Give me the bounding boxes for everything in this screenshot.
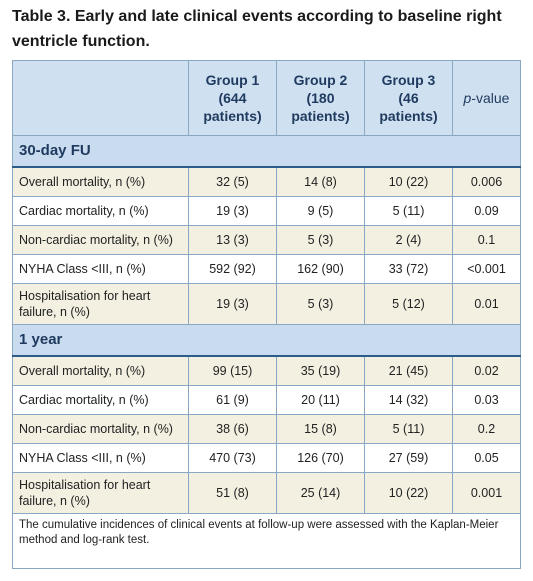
cell: 61 (9) — [188, 385, 277, 415]
data-row: Cardiac mortality, n (%) 19 (3) 9 (5) 5 (11… — [12, 196, 521, 226]
column-header — [12, 60, 189, 136]
cell: 2 (4) — [364, 225, 453, 255]
cell: 33 (72) — [364, 254, 453, 284]
cell: 0.05 — [452, 443, 521, 473]
data-row: Hospitalisation for heart failure, n (%)… — [12, 283, 521, 325]
title: Table 3. Early and late clinical events … — [12, 8, 502, 50]
cell: 0.1 — [452, 225, 521, 255]
section-label: 30-day FU — [12, 135, 521, 168]
section-label: 1 year — [12, 324, 521, 357]
data-row: Non-cardiac mortality, n (%) 38 (6) 15 (8)… — [12, 414, 521, 444]
cell: 15 (8) — [276, 414, 365, 444]
data-table: Group 1 (644 patients) Group 2 (180 patie… — [12, 60, 521, 569]
row-label: NYHA Class <III, n (%) — [12, 254, 189, 284]
row-label: Cardiac mortality, n (%) — [12, 385, 189, 415]
cell: 470 (73) — [188, 443, 277, 473]
cell: 5 (11) — [364, 414, 453, 444]
cell: 10 (22) — [364, 166, 453, 197]
cell: 32 (5) — [188, 166, 277, 197]
cell: 20 (11) — [276, 385, 365, 415]
cell: 9 (5) — [276, 196, 365, 226]
row-label: Non-cardiac mortality, n (%) — [12, 225, 189, 255]
cell: 35 (19) — [276, 355, 365, 386]
cell: 0.001 — [452, 472, 521, 514]
cell: 5 (12) — [364, 283, 453, 325]
cell: 99 (15) — [188, 355, 277, 386]
row-label: Cardiac mortality, n (%) — [12, 196, 189, 226]
cell: 0.02 — [452, 355, 521, 386]
cell: 0.01 — [452, 283, 521, 325]
data-row: Overall mortality, n (%) 99 (15) 35 (19) 21… — [12, 355, 521, 386]
data-row: NYHA Class <III, n (%) 592 (92) 162 (90) 33… — [12, 254, 521, 284]
cell: 162 (90) — [276, 254, 365, 284]
cell: 25 (14) — [276, 472, 365, 514]
cell: 13 (3) — [188, 225, 277, 255]
cell: 14 (32) — [364, 385, 453, 415]
header-row: Group 1 (644 patients) Group 2 (180 patie… — [12, 60, 521, 136]
row-label: Hospitalisation for heart failure, n (%) — [12, 283, 189, 325]
cell: 10 (22) — [364, 472, 453, 514]
column-header: Group 3 (46 patients) — [364, 60, 453, 136]
cell: 0.03 — [452, 385, 521, 415]
column-header: Group 2 (180 patients) — [276, 60, 365, 136]
section-row: 30-day FU — [12, 135, 521, 168]
cell: 0.09 — [452, 196, 521, 226]
data-row: Hospitalisation for heart failure, n (%)… — [12, 472, 521, 514]
footnote: The cumulative incidences of clinical ev… — [12, 513, 521, 569]
cell: 21 (45) — [364, 355, 453, 386]
cell: 5 (3) — [276, 283, 365, 325]
row-label: Non-cardiac mortality, n (%) — [12, 414, 189, 444]
cell: 592 (92) — [188, 254, 277, 284]
data-row: NYHA Class <III, n (%) 470 (73) 126 (70) 27… — [12, 443, 521, 473]
table-figure: Table 3. Early and late clinical events … — [12, 4, 521, 569]
row-label: Overall mortality, n (%) — [12, 166, 189, 197]
cell: 0.2 — [452, 414, 521, 444]
cell: <0.001 — [452, 254, 521, 284]
data-row: Overall mortality, n (%) 32 (5) 14 (8) 10 (… — [12, 166, 521, 197]
cell: 0.006 — [452, 166, 521, 197]
footnote-row: The cumulative incidences of clinical ev… — [12, 513, 521, 569]
data-row: Non-cardiac mortality, n (%) 13 (3) 5 (3) 2… — [12, 225, 521, 255]
cell: 126 (70) — [276, 443, 365, 473]
column-header: p-value — [452, 60, 521, 136]
row-label: Hospitalisation for heart failure, n (%) — [12, 472, 189, 514]
cell: 14 (8) — [276, 166, 365, 197]
cell: 38 (6) — [188, 414, 277, 444]
cell: 5 (11) — [364, 196, 453, 226]
cell: 5 (3) — [276, 225, 365, 255]
cell: 19 (3) — [188, 196, 277, 226]
cell: 19 (3) — [188, 283, 277, 325]
section-row: 1 year — [12, 324, 521, 357]
cell: 51 (8) — [188, 472, 277, 514]
data-row: Cardiac mortality, n (%) 61 (9) 20 (11) 14 … — [12, 385, 521, 415]
row-label: Overall mortality, n (%) — [12, 355, 189, 386]
row-label: NYHA Class <III, n (%) — [12, 443, 189, 473]
cell: 27 (59) — [364, 443, 453, 473]
column-header: Group 1 (644 patients) — [188, 60, 277, 136]
